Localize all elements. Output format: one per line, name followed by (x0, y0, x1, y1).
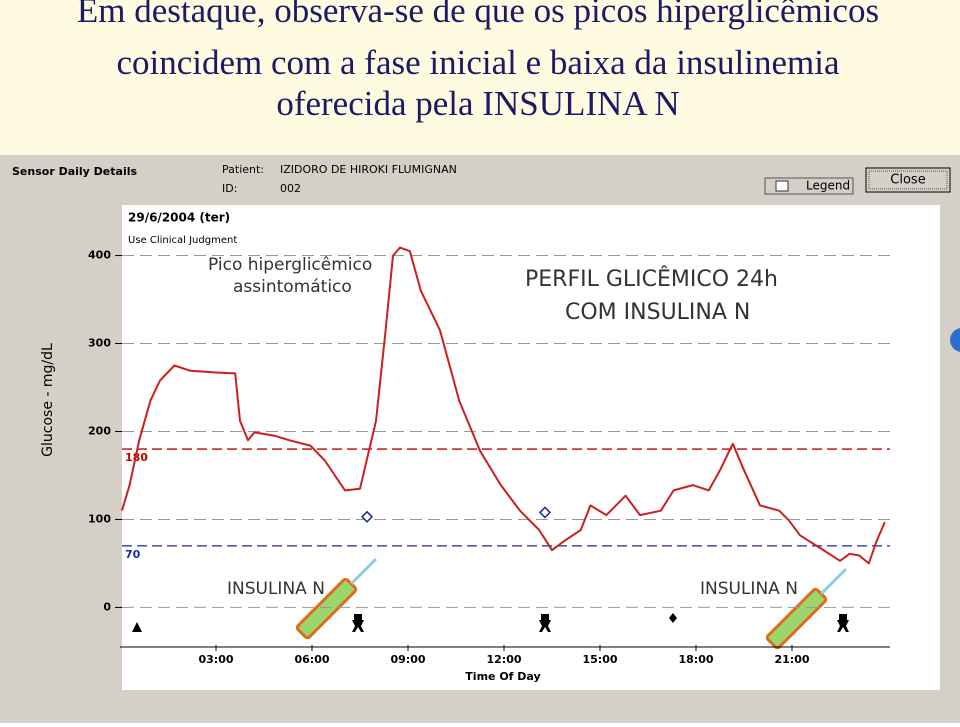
event-icon (837, 614, 849, 632)
annotation: INSULINA N (700, 579, 798, 599)
side-badge (950, 328, 960, 352)
event-icon (132, 622, 142, 632)
annotation: INSULINA N (227, 579, 325, 599)
patient-label: Patient: (222, 163, 264, 176)
y-tick-label: 400 (88, 249, 111, 262)
x-tick-label: 21:00 (774, 653, 809, 666)
meter-reading (538, 506, 552, 519)
patient-name: IZIDORO DE HIROKI FLUMIGNAN (280, 163, 457, 176)
reference-label: 70 (125, 548, 141, 561)
annotation: COM INSULINA N (565, 300, 750, 325)
meter-reading (360, 510, 374, 523)
y-tick-label: 200 (88, 424, 111, 437)
id-value: 002 (280, 182, 301, 195)
legend-button[interactable]: Legend (764, 177, 854, 195)
button-icon (775, 180, 789, 192)
reference-label: 180 (125, 451, 148, 464)
slide-title-line: oferecida pela INSULINA N (276, 84, 679, 123)
syringe-needle (350, 557, 378, 585)
x-tick-label: 09:00 (390, 653, 425, 666)
syringe-needle (820, 567, 848, 595)
chart-date: 29/6/2004 (ter) (128, 211, 230, 225)
event-icon (669, 613, 677, 623)
x-tick-label: 06:00 (294, 653, 329, 666)
annotation: assintomático (233, 277, 352, 297)
button-label: Legend (806, 179, 850, 193)
slide-header (0, 0, 960, 155)
x-tick-label: 18:00 (678, 653, 713, 666)
event-icon (352, 614, 364, 632)
event-icon (539, 614, 551, 632)
syringe-icon (295, 557, 378, 640)
button-label: Close (890, 173, 925, 188)
annotation: PERFIL GLICÊMICO 24h (525, 266, 778, 292)
slide-title-line: coincidem com a fase inicial e baixa da … (116, 43, 840, 82)
id-label: ID: (222, 182, 237, 195)
button-frame (865, 167, 951, 193)
button-focus (868, 170, 948, 190)
y-tick-label: 300 (88, 337, 111, 350)
y-tick-label: 0 (103, 600, 111, 613)
slide-title-line: Em destaque, observa-se de que os picos … (77, 0, 879, 30)
close-button[interactable]: Close (865, 167, 951, 193)
x-tick-label: 12:00 (486, 653, 521, 666)
syringe-icon (765, 567, 848, 650)
window-title: Sensor Daily Details (12, 165, 137, 178)
y-tick-label: 100 (88, 512, 111, 525)
chart-note: Use Clinical Judgment (128, 235, 237, 246)
y-axis-label: Glucose - mg/dL (40, 343, 56, 457)
glucose-line (120, 246, 886, 565)
x-axis-label: Time Of Day (465, 670, 540, 683)
x-tick-label: 15:00 (582, 653, 617, 666)
x-tick-label: 03:00 (198, 653, 233, 666)
event-icons (132, 613, 849, 632)
annotation: Pico hiperglicêmico (208, 255, 372, 275)
